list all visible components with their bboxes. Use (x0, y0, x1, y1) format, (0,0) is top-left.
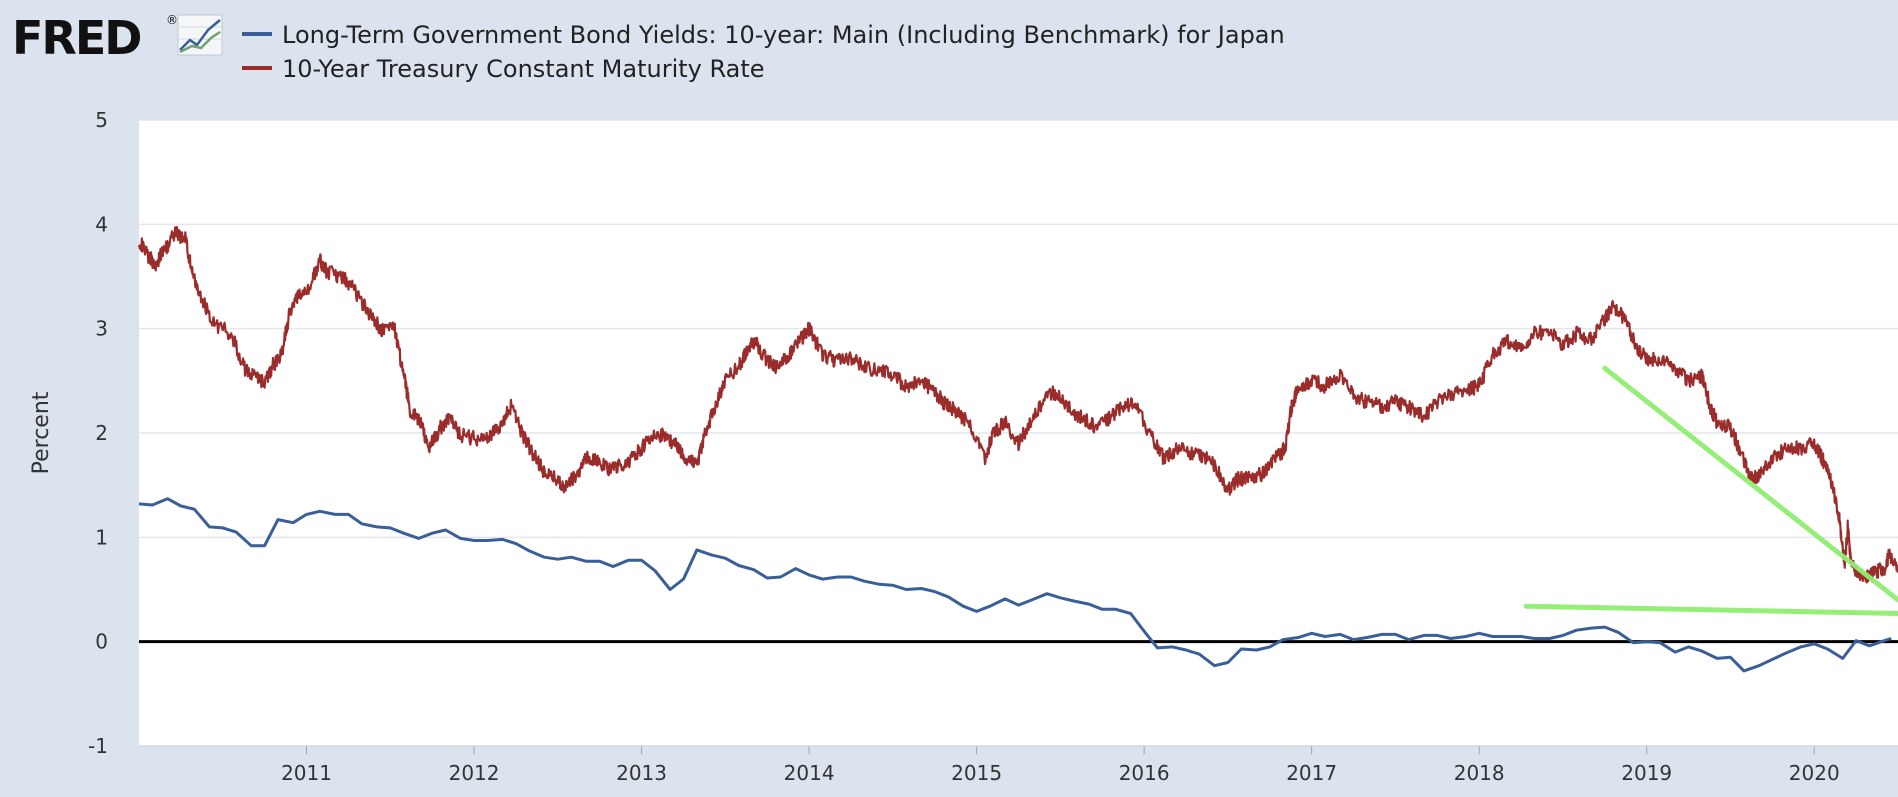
x-tick-label: 2020 (1789, 761, 1840, 785)
y-axis-label: Percent (29, 391, 54, 474)
x-tick-label: 2019 (1621, 761, 1672, 785)
fred-logo[interactable]: FRED ® (12, 11, 223, 65)
legend-item-japan[interactable]: Long-Term Government Bond Yields: 10-yea… (242, 21, 1285, 49)
y-tick-label: 1 (95, 525, 108, 549)
y-axis-ticks: -1 0 1 2 3 4 5 (88, 108, 108, 758)
x-tick-label: 2011 (281, 761, 332, 785)
fred-logo-chart-icon (177, 14, 223, 56)
x-tick-label: 2012 (449, 761, 500, 785)
x-tick-label: 2014 (784, 761, 835, 785)
x-tick-label: 2017 (1286, 761, 1337, 785)
legend-item-us[interactable]: 10-Year Treasury Constant Maturity Rate (242, 55, 765, 83)
annotation-trendline (1523, 603, 1898, 616)
x-tick-label: 2016 (1119, 761, 1170, 785)
y-tick-label: 3 (95, 317, 108, 341)
series-line-japan (138, 497, 1892, 673)
y-tick-label: -1 (88, 734, 108, 758)
y-tick-label: 0 (95, 630, 108, 654)
x-tick-label: 2015 (951, 761, 1002, 785)
y-tick-label: 5 (95, 108, 108, 132)
legend-label-us: 10-Year Treasury Constant Maturity Rate (282, 55, 765, 83)
series (137, 226, 1898, 673)
fred-logo-text: FRED (12, 11, 140, 65)
x-tick-label: 2018 (1454, 761, 1505, 785)
legend: Long-Term Government Bond Yields: 10-yea… (242, 21, 1285, 83)
legend-label-japan: Long-Term Government Bond Yields: 10-yea… (282, 21, 1285, 49)
registered-mark: ® (166, 13, 178, 27)
y-tick-label: 2 (95, 421, 108, 445)
annotations (1523, 365, 1898, 616)
series-line-us (137, 226, 1898, 584)
x-axis-ticks: 2011 2012 2013 2014 2015 2016 2017 2018 2019 2020 (281, 746, 1840, 785)
y-tick-label: 4 (95, 212, 108, 236)
annotation-trendline (1602, 365, 1898, 603)
x-tick-label: 2013 (616, 761, 667, 785)
